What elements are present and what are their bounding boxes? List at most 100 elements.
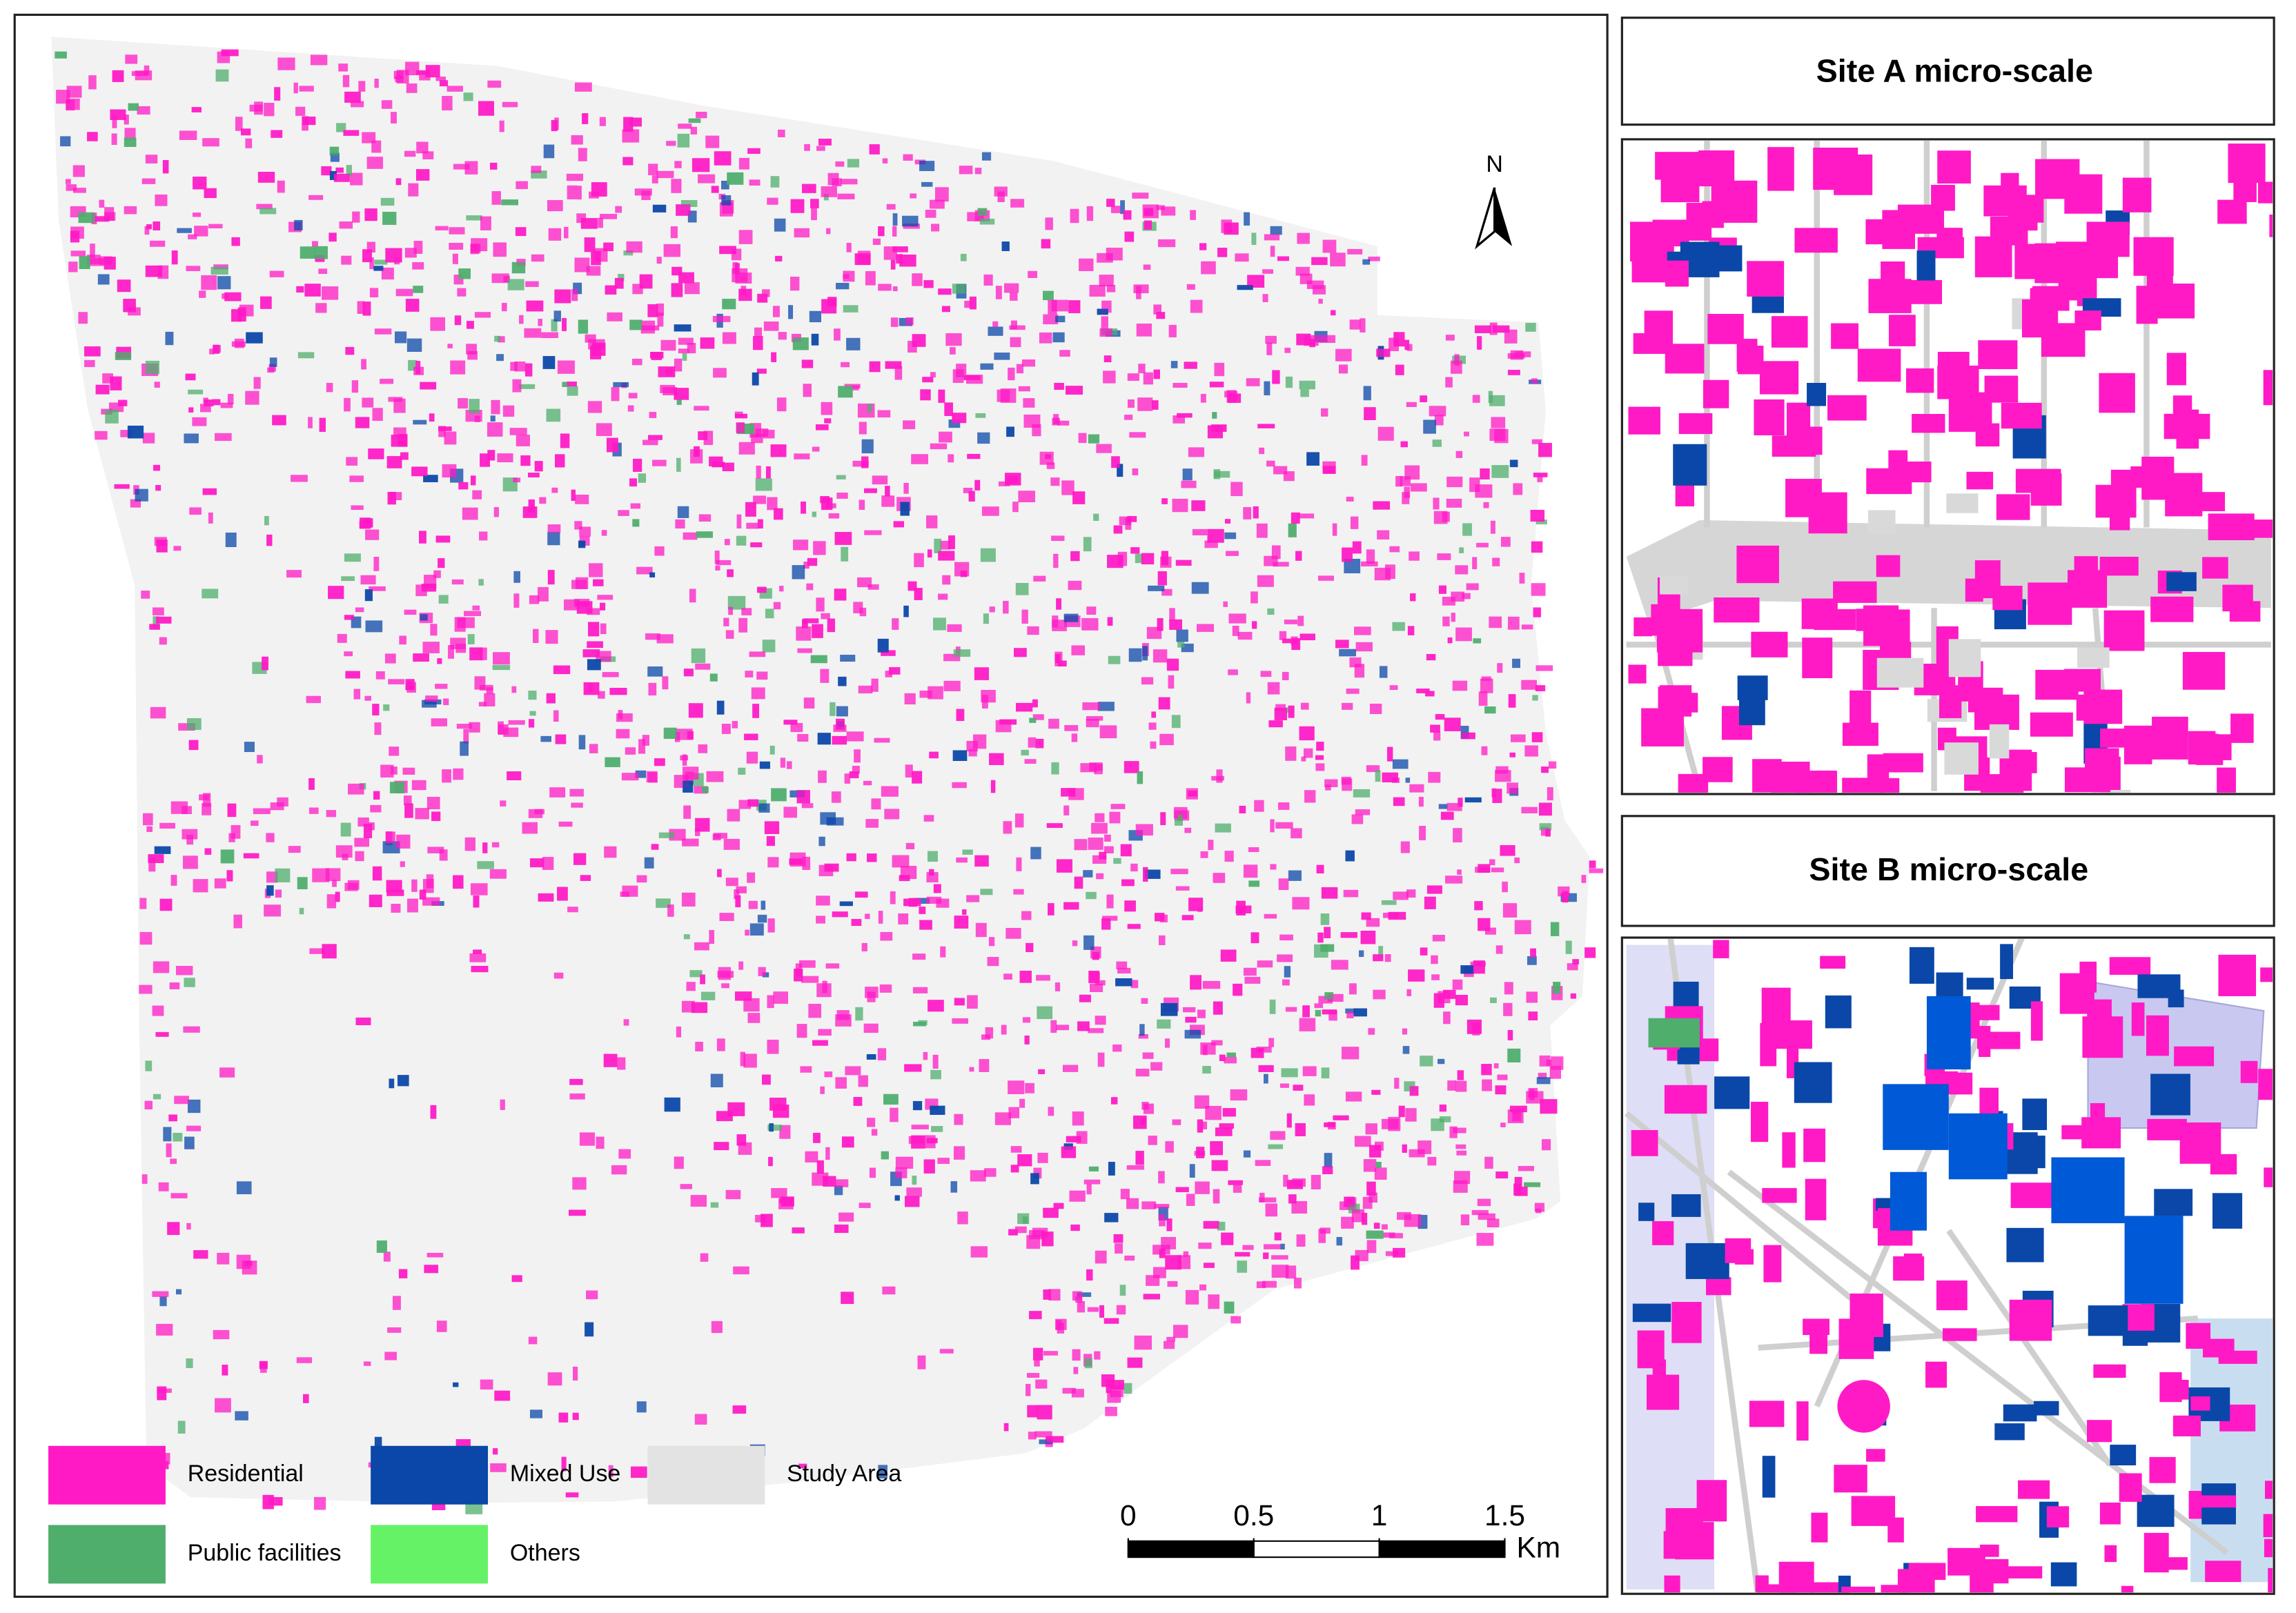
building: [384, 1352, 397, 1360]
building: [1801, 598, 1838, 629]
building: [184, 1136, 195, 1149]
building: [407, 898, 418, 913]
building: [464, 837, 475, 851]
building: [1217, 1221, 1226, 1231]
building: [1010, 1165, 1019, 1173]
building: [473, 949, 482, 954]
building: [2258, 181, 2273, 204]
scale-unit: Km: [1516, 1532, 1560, 1564]
building: [691, 648, 706, 664]
building: [1257, 424, 1275, 428]
building: [453, 1382, 459, 1387]
building: [1032, 699, 1038, 708]
building: [1460, 965, 1474, 974]
building: [878, 1465, 888, 1479]
building: [186, 718, 202, 730]
building: [297, 352, 315, 359]
building: [1113, 525, 1123, 534]
building: [1451, 613, 1455, 622]
building: [1243, 507, 1252, 519]
building: [2217, 199, 2247, 224]
building: [676, 457, 681, 472]
building: [603, 242, 614, 252]
building: [1980, 1544, 1999, 1557]
building: [631, 358, 642, 366]
building: [543, 144, 555, 159]
building: [1811, 1512, 1828, 1543]
building: [1086, 206, 1094, 221]
building: [291, 475, 308, 482]
building: [1570, 993, 1576, 999]
road: [1625, 1111, 1878, 1321]
building: [1489, 616, 1502, 629]
building: [186, 834, 194, 845]
building: [1207, 425, 1223, 439]
building: [835, 1077, 847, 1089]
building: [1394, 1078, 1400, 1089]
building: [383, 1251, 391, 1262]
building: [1291, 638, 1301, 651]
building: [1660, 575, 1689, 595]
inset-title: Site A micro-scale: [1816, 53, 2093, 89]
building: [589, 563, 603, 577]
building: [1072, 1291, 1082, 1301]
building: [374, 78, 379, 88]
building: [967, 995, 978, 1009]
building: [553, 972, 564, 979]
building: [1455, 995, 1468, 1006]
building: [752, 704, 760, 718]
building: [1341, 1047, 1360, 1060]
building: [1473, 638, 1482, 644]
building: [1331, 310, 1336, 316]
building: [1763, 1245, 1782, 1283]
building: [818, 139, 832, 146]
building: [1351, 814, 1364, 824]
building: [131, 71, 148, 76]
building: [1439, 1105, 1446, 1112]
building: [302, 116, 316, 126]
building: [854, 253, 871, 266]
building: [773, 991, 789, 1004]
building: [1078, 433, 1087, 444]
building: [1433, 993, 1444, 1008]
building: [1003, 973, 1012, 980]
building: [1393, 891, 1409, 900]
building: [1805, 1178, 1827, 1220]
building: [192, 212, 202, 217]
building: [493, 507, 499, 517]
building: [243, 853, 259, 859]
scale-label: 1.5: [1484, 1499, 1525, 1532]
building: [159, 1296, 167, 1307]
building: [1259, 447, 1265, 455]
building: [583, 682, 600, 695]
building: [1353, 1008, 1367, 1017]
building: [890, 1107, 899, 1122]
building: [1697, 156, 1734, 182]
building: [2099, 1502, 2121, 1525]
building: [687, 731, 694, 740]
building: [585, 1322, 594, 1337]
building: [1502, 881, 1508, 893]
building: [466, 215, 482, 221]
building: [723, 838, 740, 850]
building: [1304, 1094, 1315, 1106]
building: [2022, 1098, 2048, 1131]
building: [1223, 601, 1228, 607]
building: [1389, 685, 1398, 690]
building: [1101, 918, 1111, 930]
building: [587, 608, 600, 615]
building: [467, 350, 478, 360]
building: [296, 286, 304, 293]
building: [1589, 868, 1604, 873]
building: [1541, 766, 1549, 773]
building: [1366, 918, 1380, 927]
building: [930, 372, 936, 378]
building: [1230, 1089, 1248, 1101]
building: [629, 319, 642, 330]
building: [664, 1097, 680, 1112]
building: [1224, 519, 1231, 524]
building: [1010, 199, 1025, 208]
building: [1017, 1154, 1032, 1167]
building: [834, 1224, 849, 1234]
building: [259, 1360, 268, 1369]
